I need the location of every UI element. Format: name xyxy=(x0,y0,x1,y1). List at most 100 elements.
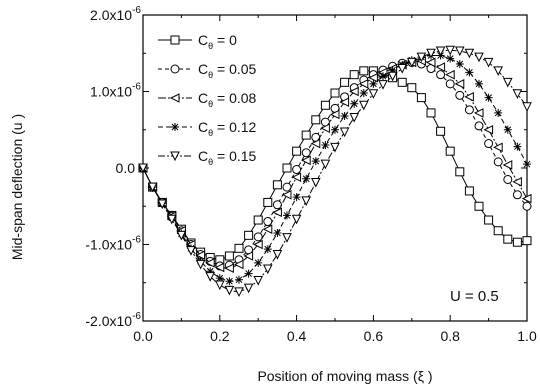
data-point xyxy=(272,207,282,218)
data-point xyxy=(339,127,350,138)
data-point xyxy=(320,123,330,134)
data-point xyxy=(301,130,311,140)
data-point xyxy=(186,246,196,256)
data-point xyxy=(330,88,340,98)
data-point xyxy=(368,72,378,83)
data-point xyxy=(292,165,302,175)
legend-marker xyxy=(169,93,180,103)
data-point xyxy=(233,259,244,270)
legend-value: = 0.15 xyxy=(213,148,256,164)
data-point xyxy=(397,77,407,87)
legend-subscript: θ xyxy=(208,128,213,138)
legend-marker xyxy=(170,151,180,162)
data-point xyxy=(474,52,484,63)
data-point xyxy=(425,57,436,68)
legend-value: = 0 xyxy=(213,32,237,48)
legend-symbol: C xyxy=(198,119,208,135)
legend-subscript: θ xyxy=(208,99,213,109)
data-point xyxy=(359,89,368,98)
data-point xyxy=(281,189,292,200)
data-point xyxy=(262,224,273,235)
data-point xyxy=(214,280,225,291)
data-point xyxy=(138,163,148,174)
data-point xyxy=(282,163,292,173)
data-point xyxy=(464,186,474,196)
data-point xyxy=(359,66,369,76)
legend-label: Cθ = 0.05 xyxy=(198,61,257,80)
data-point xyxy=(387,71,398,82)
data-point xyxy=(205,272,216,282)
data-point xyxy=(225,277,234,286)
data-point xyxy=(388,66,397,75)
data-point xyxy=(166,214,177,225)
legend-item: Cθ = 0 xyxy=(158,32,237,51)
data-point xyxy=(176,230,187,241)
data-point xyxy=(291,214,302,225)
data-point xyxy=(195,250,206,261)
data-point xyxy=(195,259,206,270)
data-point xyxy=(435,62,446,72)
data-point xyxy=(397,64,408,74)
data-point xyxy=(445,79,455,89)
data-point xyxy=(292,193,301,202)
data-point xyxy=(483,124,494,135)
data-point xyxy=(455,90,465,100)
data-point xyxy=(292,146,302,156)
y-tick-label: -1.0x10-6 xyxy=(85,235,141,253)
x-axis-title: Position of moving mass (ξ ) xyxy=(257,368,432,384)
data-point xyxy=(262,264,273,275)
data-point xyxy=(445,45,456,56)
data-point xyxy=(502,160,513,170)
legend-item: Cθ = 0.05 xyxy=(158,61,257,80)
data-point xyxy=(244,269,253,278)
data-point xyxy=(349,86,359,97)
data-point xyxy=(502,77,513,88)
y-axis-title: Mid-span deflection (u ) xyxy=(9,114,25,260)
data-point xyxy=(484,139,494,149)
legend-symbol: C xyxy=(198,148,208,164)
data-point xyxy=(244,230,254,240)
legend-marker xyxy=(170,35,180,45)
data-point xyxy=(436,70,446,80)
data-point xyxy=(406,57,417,68)
data-point xyxy=(330,142,340,153)
data-point xyxy=(321,141,330,150)
data-point xyxy=(465,68,474,77)
y-tick-label: 0.0 xyxy=(116,160,136,176)
data-point xyxy=(494,108,503,117)
data-point xyxy=(301,155,311,166)
data-point xyxy=(253,275,264,286)
data-point xyxy=(310,178,321,188)
legend-value: = 0.05 xyxy=(213,61,256,77)
data-point xyxy=(235,275,243,284)
y-tick-exponent: -6 xyxy=(132,5,141,16)
legend-item: Cθ = 0.15 xyxy=(158,148,257,167)
y-tick-mantissa: -1.0x10 xyxy=(85,237,132,253)
data-point xyxy=(311,157,320,166)
x-tick-label: 0.8 xyxy=(440,328,460,344)
legend-value: = 0.08 xyxy=(213,90,256,106)
series-layer xyxy=(137,45,532,298)
data-point xyxy=(272,200,282,210)
data-point xyxy=(340,77,350,87)
legend-subscript: θ xyxy=(208,70,213,80)
data-point xyxy=(484,215,494,225)
legend-label: Cθ = 0 xyxy=(198,32,237,51)
legend-marker xyxy=(171,123,179,131)
data-point xyxy=(464,92,474,102)
legend-subscript: θ xyxy=(208,41,213,51)
data-point xyxy=(329,109,340,120)
data-point xyxy=(474,121,484,131)
data-point xyxy=(445,69,455,80)
data-point xyxy=(234,287,244,298)
x-tick-label: 0.2 xyxy=(210,328,230,344)
x-tick-label: 0.6 xyxy=(364,328,384,344)
data-point xyxy=(484,93,493,102)
data-point xyxy=(523,160,531,169)
legend-symbol: C xyxy=(198,90,208,106)
data-point xyxy=(445,146,455,156)
data-point xyxy=(503,234,513,244)
data-point xyxy=(147,182,158,193)
y-tick-exponent: -6 xyxy=(132,82,141,93)
y-tick-label: 2.0x10-6 xyxy=(90,5,141,23)
